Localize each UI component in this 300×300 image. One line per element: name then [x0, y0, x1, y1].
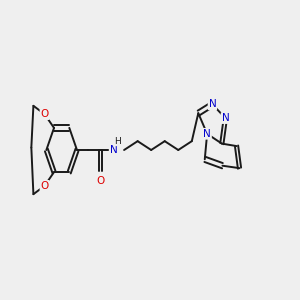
- Text: N: N: [110, 145, 117, 154]
- Text: O: O: [40, 109, 49, 119]
- Text: N: N: [203, 129, 211, 139]
- Text: H: H: [114, 137, 120, 146]
- Text: N: N: [208, 99, 216, 110]
- Text: O: O: [40, 181, 49, 191]
- Text: N: N: [221, 113, 229, 123]
- Text: O: O: [96, 176, 105, 186]
